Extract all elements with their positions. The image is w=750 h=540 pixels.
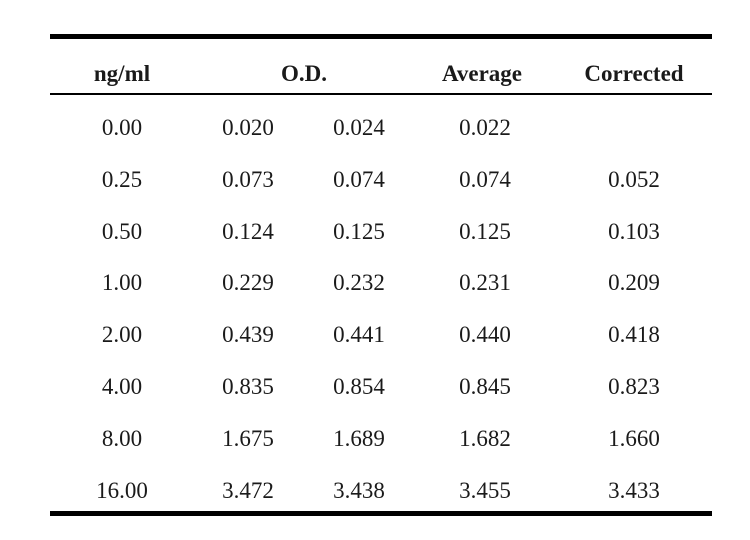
cell-od-2: 3.438 — [333, 477, 385, 503]
table-header-rule — [50, 93, 712, 95]
cell-corrected: 0.209 — [608, 270, 660, 296]
table-bottom-rule — [50, 511, 712, 516]
table-row: 0.50 0.124 0.125 0.125 0.103 — [0, 218, 750, 270]
cell-corrected: 0.103 — [608, 218, 660, 244]
cell-od-1: 3.472 — [222, 477, 274, 503]
cell-corrected: 0.823 — [608, 373, 660, 399]
cell-average: 0.440 — [459, 322, 511, 348]
cell-od-1: 0.073 — [222, 166, 274, 192]
cell-concentration: 16.00 — [96, 477, 148, 503]
table-row: 1.00 0.229 0.232 0.231 0.209 — [0, 269, 750, 321]
cell-concentration: 8.00 — [101, 425, 143, 451]
cell-od-1: 0.020 — [222, 115, 274, 140]
cell-average: 0.022 — [459, 115, 511, 140]
cell-od-1: 0.229 — [222, 270, 274, 296]
cell-od-1: 0.835 — [222, 373, 274, 399]
cell-corrected: 1.660 — [608, 425, 660, 451]
cell-concentration: 1.00 — [101, 270, 143, 296]
cell-corrected: 0.418 — [608, 322, 660, 348]
cell-average: 0.231 — [459, 270, 511, 296]
cell-od-1: 0.124 — [222, 218, 274, 244]
cell-od-2: 0.441 — [333, 322, 385, 348]
table-body: 0.00 0.020 0.024 0.022 0.25 0.073 0.074 … — [0, 114, 750, 528]
cell-average: 3.455 — [459, 477, 511, 503]
cell-od-1: 0.439 — [222, 322, 274, 348]
cell-od-2: 0.854 — [333, 373, 385, 399]
cell-corrected: 0.052 — [608, 166, 660, 192]
cell-average: 0.845 — [459, 373, 511, 399]
table-row: 0.00 0.020 0.024 0.022 — [0, 114, 750, 166]
cell-concentration: 0.00 — [101, 115, 143, 140]
header-corrected: Corrected — [584, 61, 684, 86]
cell-od-2: 0.125 — [333, 218, 385, 244]
table-row: 8.00 1.675 1.689 1.682 1.660 — [0, 425, 750, 477]
table-top-rule — [50, 34, 712, 39]
cell-od-2: 0.232 — [333, 270, 385, 296]
cell-concentration: 2.00 — [101, 322, 143, 348]
cell-od-2: 0.024 — [333, 115, 385, 140]
cell-average: 1.682 — [459, 425, 511, 451]
table-row: 4.00 0.835 0.854 0.845 0.823 — [0, 373, 750, 425]
cell-concentration: 4.00 — [101, 373, 143, 399]
table-row: 16.00 3.472 3.438 3.455 3.433 — [0, 477, 750, 529]
header-concentration: ng/ml — [93, 61, 151, 86]
header-average: Average — [441, 61, 523, 86]
cell-od-2: 0.074 — [333, 166, 385, 192]
cell-average: 0.125 — [459, 218, 511, 244]
cell-average: 0.074 — [459, 166, 511, 192]
cell-od-2: 1.689 — [333, 425, 385, 451]
header-od: O.D. — [281, 61, 327, 86]
cell-concentration: 0.50 — [101, 218, 143, 244]
cell-corrected: 3.433 — [608, 477, 660, 503]
table-row: 0.25 0.073 0.074 0.074 0.052 — [0, 166, 750, 218]
cell-od-1: 1.675 — [222, 425, 274, 451]
table-row: 2.00 0.439 0.441 0.440 0.418 — [0, 321, 750, 373]
cell-concentration: 0.25 — [101, 166, 143, 192]
